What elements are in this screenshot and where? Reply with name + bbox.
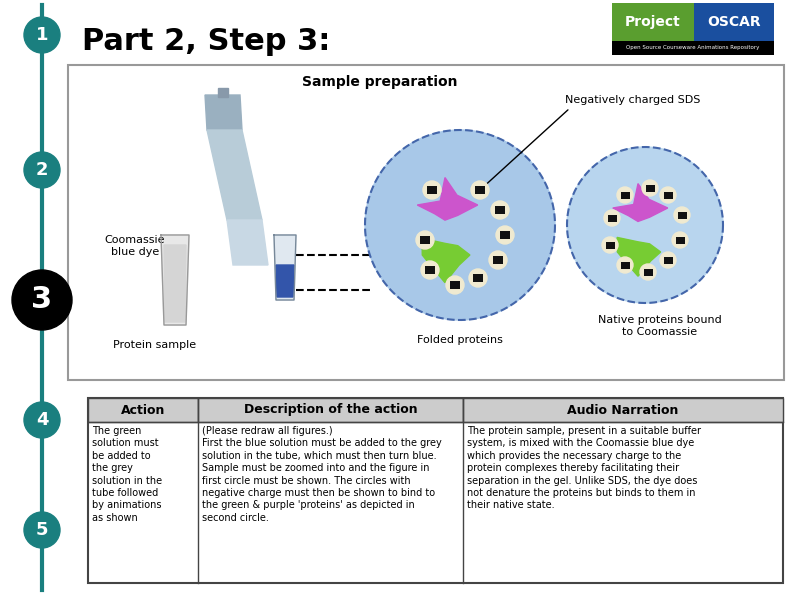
Bar xyxy=(68,65,784,380)
Bar xyxy=(500,231,510,239)
Bar xyxy=(664,256,673,264)
Text: Part 2, Step 3:: Part 2, Step 3: xyxy=(82,27,330,57)
Bar xyxy=(427,186,437,194)
Circle shape xyxy=(602,237,618,253)
Bar xyxy=(495,206,505,214)
Text: Negatively charged SDS: Negatively charged SDS xyxy=(565,95,700,105)
Circle shape xyxy=(567,147,723,303)
Circle shape xyxy=(604,210,620,226)
Bar xyxy=(463,398,783,422)
Bar xyxy=(473,274,483,282)
Text: 3: 3 xyxy=(32,286,52,315)
Circle shape xyxy=(660,252,676,268)
Text: Coomassie
blue dye: Coomassie blue dye xyxy=(105,235,165,256)
Circle shape xyxy=(642,180,658,196)
Polygon shape xyxy=(205,95,242,130)
Polygon shape xyxy=(227,220,268,265)
Polygon shape xyxy=(164,245,186,322)
Bar xyxy=(621,192,630,199)
Circle shape xyxy=(660,187,676,203)
Polygon shape xyxy=(418,177,478,220)
Bar xyxy=(606,242,615,249)
Text: The green
solution must
be added to
the grey
solution in the
tube followed
by an: The green solution must be added to the … xyxy=(92,426,162,523)
Text: 4: 4 xyxy=(36,411,48,429)
Text: Native proteins bound
to Coomassie: Native proteins bound to Coomassie xyxy=(598,315,722,337)
Bar xyxy=(88,398,198,422)
Bar xyxy=(608,215,617,221)
Text: 2: 2 xyxy=(36,161,48,179)
Circle shape xyxy=(491,201,509,219)
Text: Project: Project xyxy=(625,15,681,29)
Bar xyxy=(425,266,435,274)
Circle shape xyxy=(423,181,441,199)
Bar xyxy=(420,236,430,244)
Bar xyxy=(450,281,460,289)
Text: Sample preparation: Sample preparation xyxy=(303,75,458,89)
Bar xyxy=(644,268,653,275)
Polygon shape xyxy=(161,235,189,325)
Polygon shape xyxy=(207,130,262,220)
Text: 5: 5 xyxy=(36,521,48,539)
Bar xyxy=(676,236,685,243)
Circle shape xyxy=(469,269,487,287)
Circle shape xyxy=(365,130,555,320)
Circle shape xyxy=(496,226,514,244)
Circle shape xyxy=(640,264,656,280)
Polygon shape xyxy=(218,88,228,97)
Circle shape xyxy=(674,207,690,223)
Polygon shape xyxy=(274,235,296,300)
Circle shape xyxy=(12,270,72,330)
Polygon shape xyxy=(617,237,661,276)
Bar xyxy=(694,3,774,41)
Bar xyxy=(475,186,485,194)
Circle shape xyxy=(489,251,507,269)
Polygon shape xyxy=(422,239,470,283)
Text: 1: 1 xyxy=(36,26,48,44)
Circle shape xyxy=(471,181,489,199)
Bar xyxy=(493,256,503,264)
Bar xyxy=(88,398,783,583)
Text: Audio Narration: Audio Narration xyxy=(567,403,679,416)
Circle shape xyxy=(672,232,688,248)
Text: Description of the action: Description of the action xyxy=(244,403,418,416)
Bar xyxy=(612,3,694,41)
Circle shape xyxy=(416,231,434,249)
Text: The protein sample, present in a suitable buffer
system, is mixed with the Cooma: The protein sample, present in a suitabl… xyxy=(467,426,701,511)
Circle shape xyxy=(24,512,60,548)
Circle shape xyxy=(446,276,464,294)
Bar xyxy=(198,398,463,422)
Circle shape xyxy=(617,187,633,203)
Bar xyxy=(646,184,655,192)
Bar xyxy=(678,211,687,218)
Circle shape xyxy=(24,152,60,188)
Bar xyxy=(612,41,774,55)
Bar xyxy=(664,192,673,199)
Circle shape xyxy=(24,17,60,53)
Polygon shape xyxy=(613,184,668,221)
Circle shape xyxy=(421,261,439,279)
Text: Action: Action xyxy=(121,403,165,416)
Text: (Please redraw all figures.)
First the blue solution must be added to the grey
s: (Please redraw all figures.) First the b… xyxy=(202,426,441,523)
Polygon shape xyxy=(276,265,294,297)
Text: Protein sample: Protein sample xyxy=(114,340,197,350)
Text: Folded proteins: Folded proteins xyxy=(417,335,503,345)
Text: OSCAR: OSCAR xyxy=(707,15,761,29)
Circle shape xyxy=(24,402,60,438)
Bar xyxy=(621,261,630,268)
Text: Open Source Courseware Animations Repository: Open Source Courseware Animations Reposi… xyxy=(626,45,760,51)
Circle shape xyxy=(617,257,633,273)
